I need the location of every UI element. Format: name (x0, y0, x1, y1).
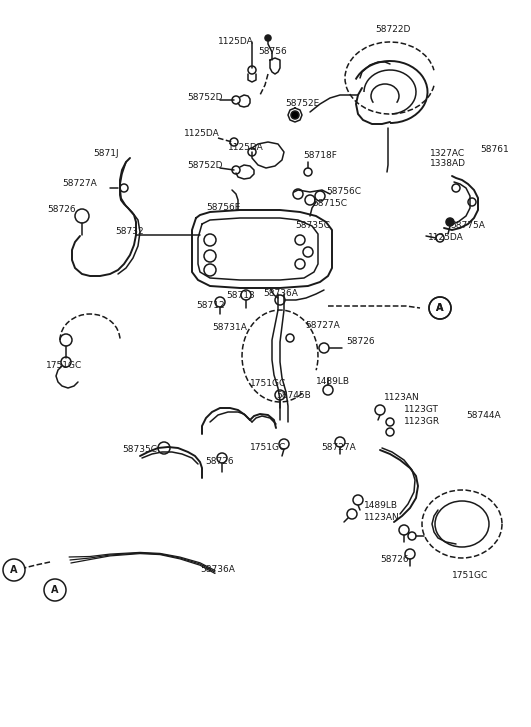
Text: 58727A: 58727A (321, 443, 356, 452)
Text: 58752E: 58752E (285, 100, 319, 108)
Text: 58726: 58726 (47, 206, 75, 214)
Text: 1327AC: 1327AC (430, 150, 465, 158)
Text: 58726: 58726 (205, 457, 234, 467)
Text: 58756E: 58756E (206, 204, 241, 212)
Text: 1123GR: 1123GR (404, 417, 440, 425)
Text: A: A (436, 303, 444, 313)
Text: 58712: 58712 (196, 302, 225, 310)
Text: 58756C: 58756C (326, 188, 361, 196)
Text: 1751GC: 1751GC (46, 361, 82, 371)
Circle shape (446, 218, 454, 226)
Text: 1751GC: 1751GC (250, 379, 286, 388)
Text: A: A (52, 585, 59, 595)
Text: 58726: 58726 (380, 555, 409, 564)
Text: 58713: 58713 (226, 292, 255, 300)
Text: 1125DA: 1125DA (428, 233, 464, 243)
Text: 58744A: 58744A (466, 411, 501, 420)
Text: 58715C: 58715C (312, 199, 347, 209)
Text: 5871J: 5871J (93, 150, 118, 158)
Text: 58727A: 58727A (62, 180, 97, 188)
Text: A: A (10, 565, 18, 575)
Text: 58731A: 58731A (212, 324, 247, 332)
Text: 58752D: 58752D (187, 94, 222, 103)
Text: 1751GC: 1751GC (452, 571, 488, 579)
Circle shape (291, 111, 299, 119)
Text: 58732: 58732 (115, 228, 143, 236)
Text: A: A (436, 303, 444, 313)
Text: 1489LB: 1489LB (316, 377, 350, 387)
Text: 58718F: 58718F (303, 151, 337, 161)
Text: 1338AD: 1338AD (430, 159, 466, 169)
Text: 58735C: 58735C (122, 446, 157, 454)
Text: 58752D: 58752D (187, 161, 222, 171)
Text: 58735C: 58735C (295, 220, 330, 230)
Text: 58761: 58761 (480, 145, 509, 155)
Text: 1125DA: 1125DA (228, 143, 264, 153)
Text: 58745B: 58745B (276, 392, 311, 401)
Circle shape (265, 35, 271, 41)
Text: 1123AN: 1123AN (364, 513, 400, 523)
Text: 1489LB: 1489LB (364, 502, 398, 510)
Text: 1125DA: 1125DA (184, 129, 220, 139)
Text: 58726: 58726 (346, 337, 375, 347)
Text: 1123GT: 1123GT (404, 406, 439, 414)
Text: 1125DA: 1125DA (218, 38, 254, 47)
Text: 58722D: 58722D (375, 25, 410, 34)
Text: 1123AN: 1123AN (384, 393, 419, 403)
Text: 1751GC: 1751GC (250, 443, 286, 452)
Text: 58775A: 58775A (450, 220, 485, 230)
Text: 58727A: 58727A (305, 321, 340, 329)
Text: 58736A: 58736A (263, 289, 298, 297)
Text: 58736A: 58736A (200, 566, 235, 574)
Text: 58756: 58756 (258, 47, 287, 57)
